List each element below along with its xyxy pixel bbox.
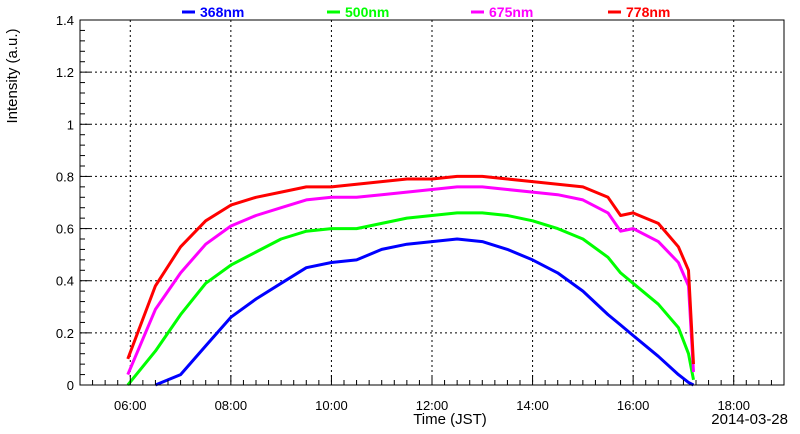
y-tick-label: 1.2 xyxy=(56,65,74,80)
legend-label-778nm: 778nm xyxy=(626,4,670,20)
x-tick-label: 12:00 xyxy=(416,398,449,413)
y-tick-label: 0.4 xyxy=(56,274,74,289)
legend-label-368nm: 368nm xyxy=(200,4,244,20)
x-tick-label: 18:00 xyxy=(717,398,750,413)
y-tick-label: 1.4 xyxy=(56,13,74,28)
series-layer xyxy=(126,174,695,387)
x-tick-label: 08:00 xyxy=(215,398,248,413)
series-line-778nm xyxy=(126,174,695,365)
series-line-675nm xyxy=(126,185,695,376)
x-tick-label: 10:00 xyxy=(315,398,348,413)
series-line-500nm xyxy=(126,211,695,386)
x-axis-label: Time (JST) xyxy=(413,411,487,428)
date-label: 2014-03-28 xyxy=(711,411,788,428)
ticks-layer: 06:00 08:00 10:00 12:00 14:00 16:00 18:00 0 0.2 0… xyxy=(56,13,785,413)
legend-label-500nm: 500nm xyxy=(345,4,389,20)
legend: 368nm 500nm 675nm 778nm xyxy=(182,4,670,20)
legend-label-675nm: 675nm xyxy=(489,4,533,20)
x-tick-label: 06:00 xyxy=(114,398,147,413)
y-axis-label: Intensity (a.u.) xyxy=(4,28,21,123)
y-tick-label: 1 xyxy=(67,117,74,132)
grid-layer xyxy=(80,20,784,385)
series-line-368nm xyxy=(154,237,695,387)
y-tick-label: 0.8 xyxy=(56,169,74,184)
y-tick-label: 0 xyxy=(67,378,74,393)
y-tick-label: 0.6 xyxy=(56,222,74,237)
x-tick-label: 16:00 xyxy=(617,398,650,413)
x-tick-label: 14:00 xyxy=(516,398,549,413)
y-tick-label: 0.2 xyxy=(56,326,74,341)
